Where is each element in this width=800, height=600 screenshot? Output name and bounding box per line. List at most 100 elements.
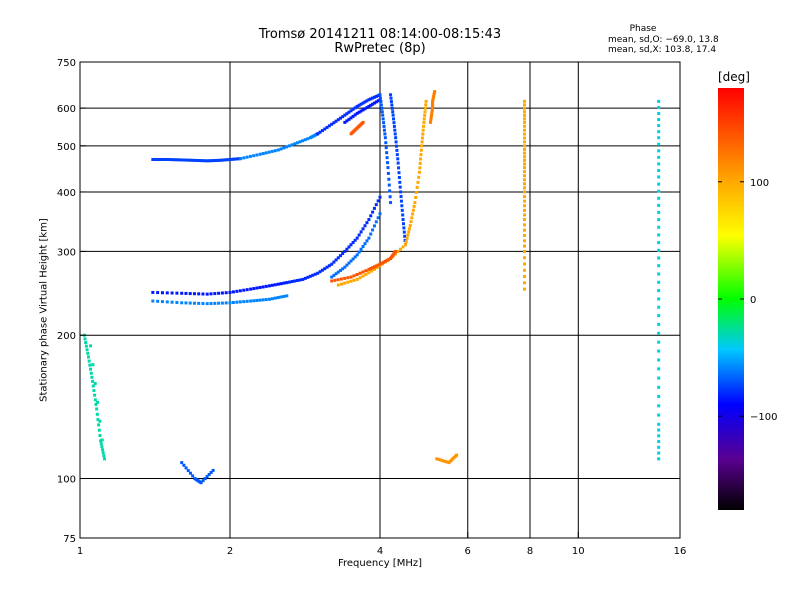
data-point [372,265,376,269]
data-point [339,277,343,281]
data-point [295,278,299,282]
data-point [298,278,302,282]
data-point [357,103,361,107]
data-point [199,481,203,485]
data-point [357,250,361,254]
data-point [205,159,209,163]
data-point [99,442,103,446]
data-point [338,116,342,120]
data-point [419,153,423,157]
data-point [395,148,399,152]
data-point [657,149,661,153]
data-point [657,404,661,408]
data-point [372,206,376,210]
data-point [389,201,393,205]
data-point [101,448,105,452]
data-point [96,418,100,422]
data-point [392,124,396,128]
data-point [93,393,97,397]
data-point [180,301,184,305]
data-point [166,157,170,161]
data-point [523,136,527,140]
data-point [343,113,347,117]
data-point [420,140,424,144]
data-point [199,159,203,163]
data-point [86,355,90,359]
data-point [359,102,363,106]
data-point [349,116,353,120]
data-point [388,189,392,193]
data-point [191,474,195,478]
data-point [151,299,155,303]
data-point [226,158,230,162]
data-point [657,434,661,438]
data-point [156,291,160,295]
data-point [369,267,373,271]
data-point [523,268,527,272]
data-point [188,301,192,305]
data-point [358,276,362,280]
data-point [371,210,375,214]
data-point [96,400,100,404]
data-point [371,102,375,106]
data-point [374,264,378,268]
data-point [419,148,423,152]
data-point [657,340,661,344]
data-point [388,195,392,199]
data-point [367,218,371,222]
data-point [182,463,186,467]
data-point [242,288,246,292]
data-point [334,119,338,123]
data-point [217,158,221,162]
data-point [186,158,190,162]
data-point [222,158,226,162]
data-point [657,280,661,284]
data-point [184,301,188,305]
data-point [255,286,259,290]
data-point [657,233,661,237]
data-point [523,147,527,151]
data-point [403,243,407,247]
colorbar-ticks: 100 0 −100 [718,178,777,423]
data-point [347,261,351,265]
data-point [267,284,271,288]
data-point [367,236,371,240]
data-point [334,258,338,262]
data-point [403,234,407,238]
data-point [421,132,425,136]
data-point [381,113,385,117]
x-tick-label: 10 [572,546,585,557]
data-point [523,204,527,208]
data-point [197,159,201,163]
data-point [242,156,246,160]
data-point [188,158,192,162]
data-point [394,140,398,144]
data-point [523,144,527,148]
data-point [242,300,246,304]
data-point [455,453,459,457]
data-point [523,166,527,170]
data-point [423,113,427,117]
data-point [393,132,397,136]
y-tick-label: 100 [57,475,76,486]
data-point [379,103,383,107]
data-point [431,99,435,103]
data-point [184,466,188,470]
data-point [657,168,661,172]
data-point [193,158,197,162]
data-point [415,185,419,189]
data-point [394,249,398,253]
data-point [252,154,256,158]
data-point [273,149,277,153]
data-point [100,445,104,449]
data-point [389,100,393,104]
data-point [437,457,441,461]
data-point [657,289,661,293]
data-point [523,262,527,266]
data-point [160,300,164,304]
data-point [402,226,406,230]
data-point [330,122,334,126]
data-point [657,367,661,371]
data-point [443,459,447,463]
data-point [340,282,344,286]
